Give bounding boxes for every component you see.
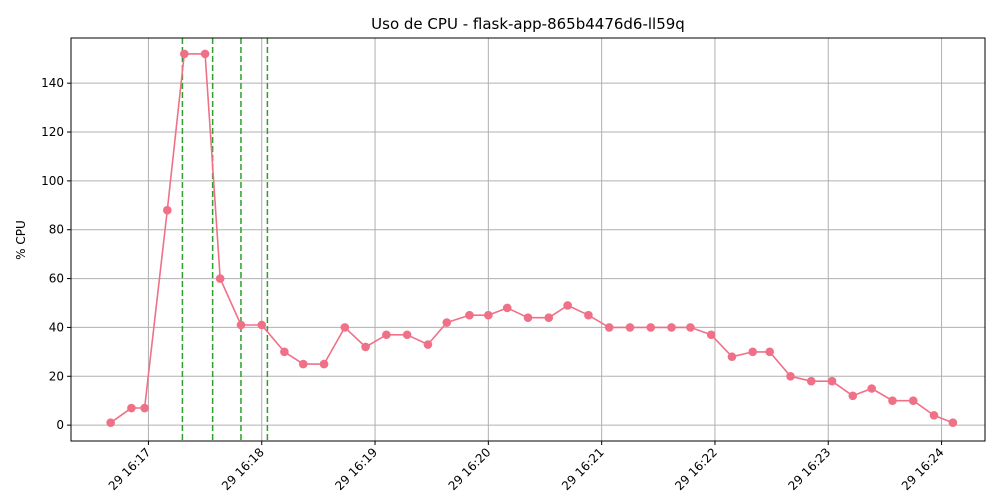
cpu-data-point <box>765 347 775 357</box>
y-tick-label: 100 <box>41 174 64 188</box>
y-tick-label: 20 <box>49 369 64 383</box>
cpu-data-point <box>686 323 695 332</box>
y-tick-label: 40 <box>49 320 64 334</box>
cpu-data-point <box>127 403 136 413</box>
cpu-data-point <box>298 359 308 369</box>
grid-layer <box>71 38 985 441</box>
cpu-data-point <box>544 313 554 322</box>
cpu-data-point <box>215 274 225 283</box>
cpu-data-point <box>340 323 350 332</box>
cpu-data-point <box>727 352 737 362</box>
cpu-data-point <box>563 301 572 310</box>
cpu-data-point <box>929 411 939 420</box>
cpu-data-point <box>382 330 391 340</box>
cpu-data-point <box>319 359 329 369</box>
y-tick-label: 80 <box>49 223 64 237</box>
cpu-data-point <box>484 310 493 320</box>
x-tick-label: 29 16:24 <box>899 445 947 493</box>
cpu-data-point <box>908 396 918 406</box>
cpu-data-point <box>502 303 512 313</box>
tick-layer: 0 20 40 60 80 100 120 140 29 16:17 29 16:18 29 16:… <box>41 76 947 493</box>
x-tick-label: 29 16:20 <box>446 445 494 493</box>
point-layer <box>106 49 958 427</box>
x-tick-label: 29 16:18 <box>219 445 267 493</box>
plot-frame <box>70 37 986 442</box>
cpu-data-point <box>523 313 533 322</box>
x-tick-label: 29 16:22 <box>672 445 720 493</box>
cpu-data-point <box>848 391 858 401</box>
cpu-data-point <box>948 418 958 427</box>
cpu-data-point <box>806 376 816 386</box>
y-axis-label: % CPU <box>14 220 28 260</box>
y-tick-label: 60 <box>49 272 64 286</box>
cpu-data-point <box>236 320 246 330</box>
cpu-data-point <box>442 318 452 327</box>
y-tick-label: 120 <box>41 125 64 139</box>
cpu-data-point <box>604 323 614 332</box>
cpu-data-point <box>867 384 876 393</box>
cpu-data-point <box>827 376 837 386</box>
cpu-data-point <box>257 320 267 330</box>
cpu-data-point <box>706 330 716 340</box>
chart-title: Uso de CPU - flask-app-865b4476d6-ll59q <box>371 15 685 33</box>
x-tick-label: 29 16:23 <box>786 445 834 493</box>
cpu-data-point <box>106 418 115 427</box>
cpu-data-point <box>280 347 289 357</box>
cpu-data-point <box>180 49 189 59</box>
cpu-data-point <box>888 396 897 406</box>
cpu-data-point <box>163 205 172 215</box>
y-tick-label: 0 <box>56 418 64 432</box>
cpu-data-point <box>646 323 656 332</box>
vline-layer <box>181 38 269 441</box>
line-layer <box>110 53 954 424</box>
cpu-data-point <box>200 49 210 59</box>
cpu-data-point <box>465 310 474 320</box>
cpu-data-point <box>423 340 433 349</box>
cpu-data-point <box>786 371 795 381</box>
cpu-data-point <box>625 323 635 332</box>
cpu-data-point <box>140 403 149 413</box>
cpu-data-point <box>361 342 370 352</box>
cpu-data-point <box>584 310 593 320</box>
cpu-data-point <box>667 323 676 332</box>
x-tick-label: 29 16:19 <box>332 445 380 493</box>
cpu-data-point <box>402 330 412 340</box>
y-tick-label: 140 <box>41 76 64 90</box>
cpu-data-point <box>748 347 758 357</box>
x-tick-label: 29 16:21 <box>559 445 607 493</box>
x-tick-label: 29 16:17 <box>106 445 154 493</box>
cpu-series-line <box>110 53 954 424</box>
